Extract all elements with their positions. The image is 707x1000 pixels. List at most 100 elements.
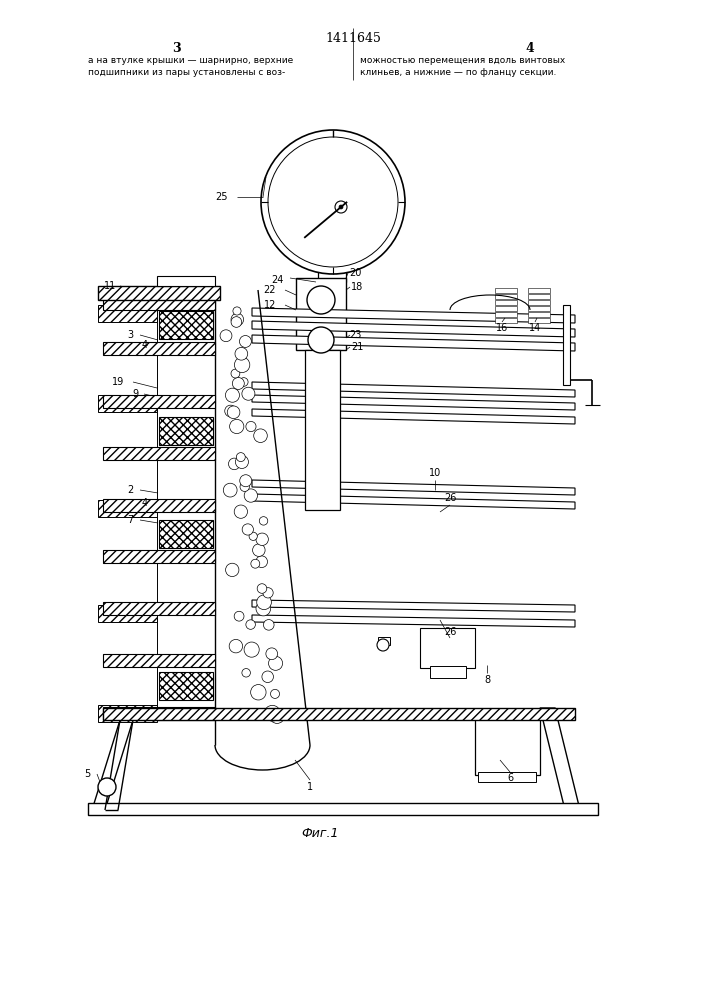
Bar bbox=[103, 297, 215, 310]
Circle shape bbox=[249, 532, 257, 540]
Bar bbox=[528, 294, 550, 299]
Text: 3: 3 bbox=[127, 330, 133, 340]
Circle shape bbox=[234, 505, 247, 518]
Text: 7: 7 bbox=[127, 515, 133, 525]
Circle shape bbox=[233, 307, 241, 315]
Bar bbox=[528, 288, 550, 293]
Circle shape bbox=[240, 482, 250, 491]
Circle shape bbox=[257, 595, 271, 610]
Bar bbox=[103, 342, 215, 355]
Bar bbox=[157, 310, 215, 342]
Circle shape bbox=[229, 639, 243, 653]
Text: 19: 19 bbox=[112, 377, 124, 387]
Bar bbox=[528, 300, 550, 305]
Circle shape bbox=[262, 671, 274, 683]
Bar bbox=[495, 288, 517, 293]
Text: 11: 11 bbox=[104, 281, 116, 291]
Bar bbox=[314, 349, 328, 355]
Bar bbox=[159, 520, 213, 548]
Circle shape bbox=[307, 286, 335, 314]
Bar bbox=[98, 605, 157, 622]
Circle shape bbox=[98, 778, 116, 796]
Text: 2: 2 bbox=[127, 485, 133, 495]
Circle shape bbox=[223, 483, 237, 497]
Text: 1411645: 1411645 bbox=[325, 32, 381, 45]
Circle shape bbox=[257, 584, 267, 593]
Text: 22: 22 bbox=[264, 285, 276, 295]
Polygon shape bbox=[252, 335, 575, 351]
Bar bbox=[159, 311, 213, 339]
Circle shape bbox=[242, 387, 255, 400]
Bar bbox=[157, 512, 215, 550]
Circle shape bbox=[235, 357, 250, 373]
Circle shape bbox=[269, 656, 283, 670]
Text: 18: 18 bbox=[351, 282, 363, 292]
Circle shape bbox=[377, 639, 389, 651]
Bar bbox=[305, 350, 340, 510]
Bar bbox=[420, 628, 475, 668]
Polygon shape bbox=[252, 615, 575, 627]
Circle shape bbox=[234, 611, 244, 621]
Bar bbox=[296, 278, 346, 350]
Bar bbox=[157, 355, 215, 395]
Bar bbox=[495, 300, 517, 305]
Circle shape bbox=[254, 429, 267, 443]
Bar bbox=[157, 460, 215, 499]
Bar bbox=[495, 306, 517, 311]
Text: 23: 23 bbox=[349, 330, 361, 340]
Circle shape bbox=[244, 489, 257, 502]
Circle shape bbox=[244, 642, 259, 657]
Circle shape bbox=[235, 347, 247, 360]
Polygon shape bbox=[92, 720, 133, 810]
Text: 5: 5 bbox=[84, 769, 90, 779]
Circle shape bbox=[240, 378, 248, 386]
Bar bbox=[495, 312, 517, 317]
Text: 20: 20 bbox=[349, 268, 361, 278]
Bar bbox=[563, 305, 570, 385]
Text: 12: 12 bbox=[264, 300, 276, 310]
Bar bbox=[103, 707, 215, 720]
Circle shape bbox=[251, 559, 259, 568]
Circle shape bbox=[225, 405, 236, 417]
Circle shape bbox=[227, 406, 240, 419]
Polygon shape bbox=[252, 494, 575, 509]
Circle shape bbox=[246, 421, 256, 432]
Bar bbox=[528, 312, 550, 317]
Bar bbox=[88, 803, 598, 815]
Circle shape bbox=[235, 455, 248, 468]
Circle shape bbox=[263, 588, 273, 598]
Circle shape bbox=[335, 201, 347, 213]
Circle shape bbox=[308, 327, 334, 353]
Text: 1: 1 bbox=[307, 782, 313, 792]
Text: 4: 4 bbox=[142, 340, 148, 350]
Bar bbox=[103, 499, 215, 512]
Text: а на втулке крышки — шарнирно, верхние: а на втулке крышки — шарнирно, верхние bbox=[88, 56, 293, 65]
Bar bbox=[430, 666, 466, 678]
Circle shape bbox=[226, 388, 240, 402]
Polygon shape bbox=[252, 395, 575, 410]
Circle shape bbox=[240, 475, 252, 487]
Text: 14: 14 bbox=[529, 323, 541, 333]
Circle shape bbox=[251, 685, 266, 700]
Bar bbox=[98, 305, 157, 322]
Bar bbox=[98, 286, 220, 300]
Circle shape bbox=[256, 556, 267, 568]
Bar bbox=[157, 563, 215, 602]
Bar bbox=[103, 447, 215, 460]
Text: 26: 26 bbox=[444, 493, 456, 503]
Polygon shape bbox=[252, 382, 575, 397]
Bar bbox=[103, 550, 215, 563]
Circle shape bbox=[231, 313, 244, 326]
Bar bbox=[157, 615, 215, 654]
Circle shape bbox=[256, 533, 269, 545]
Polygon shape bbox=[252, 600, 575, 612]
Text: 8: 8 bbox=[484, 675, 490, 685]
Polygon shape bbox=[252, 480, 575, 495]
Bar bbox=[495, 294, 517, 299]
Polygon shape bbox=[252, 308, 575, 323]
Circle shape bbox=[339, 205, 343, 209]
Bar bbox=[98, 500, 157, 517]
Text: 4: 4 bbox=[525, 42, 534, 55]
Text: 21: 21 bbox=[351, 342, 363, 352]
Polygon shape bbox=[540, 708, 580, 810]
